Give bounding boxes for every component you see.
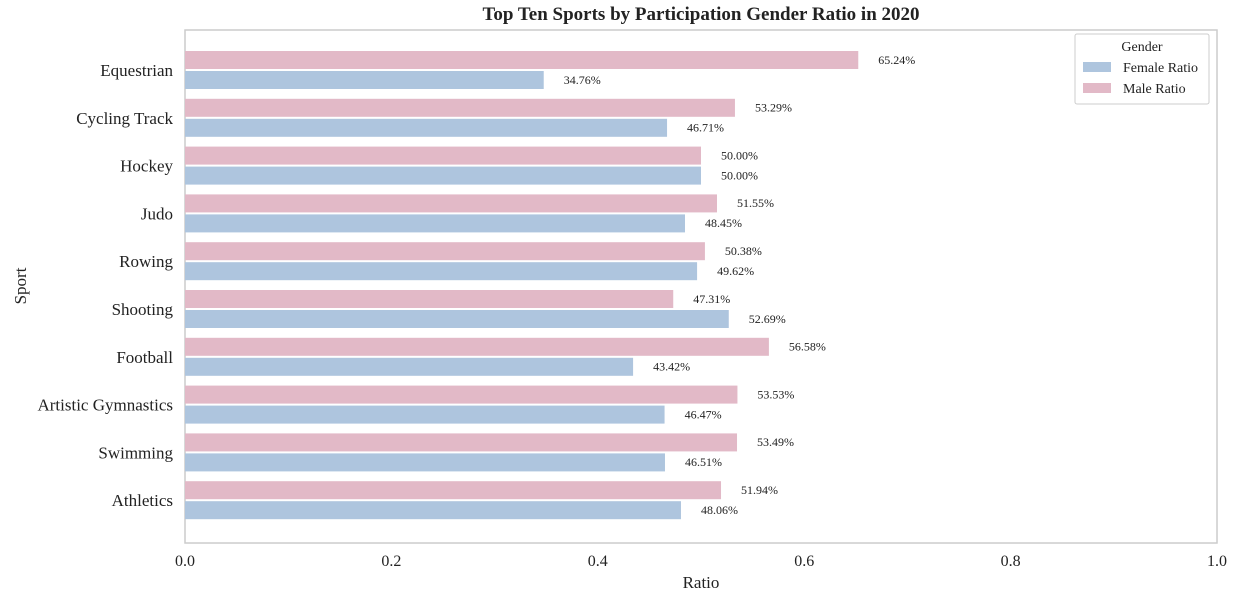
bar-female-ratio-artistic-gymnastics (185, 405, 665, 424)
bar-female-ratio-football (185, 357, 634, 376)
x-axis-label: Ratio (683, 573, 720, 592)
bar-female-ratio-judo (185, 214, 686, 233)
bar-male-ratio-football (185, 337, 769, 356)
x-tick-label-0-8: 0.8 (1001, 553, 1021, 570)
data-label-male-ratio-judo: 51.55% (737, 196, 774, 210)
bar-female-ratio-rowing (185, 262, 698, 281)
legend-label-female-ratio: Female Ratio (1123, 61, 1198, 76)
data-label-female-ratio-football: 43.42% (653, 360, 690, 374)
y-tick-label-football: Football (116, 348, 173, 367)
y-tick-label-rowing: Rowing (119, 252, 173, 271)
bar-male-ratio-hockey (185, 146, 701, 165)
bar-female-ratio-cycling-track (185, 118, 668, 137)
data-label-female-ratio-cycling-track: 46.71% (687, 121, 724, 135)
bars-group (185, 51, 859, 520)
x-tick-labels-group: 0.0 0.2 0.4 0.6 0.8 1.0 (175, 553, 1227, 570)
data-label-female-ratio-hockey: 50.00% (721, 168, 758, 182)
bar-male-ratio-artistic-gymnastics (185, 385, 738, 404)
bar-male-ratio-swimming (185, 433, 738, 452)
chart-title: Top Ten Sports by Participation Gender R… (482, 4, 919, 25)
data-label-female-ratio-shooting: 52.69% (749, 312, 786, 326)
data-label-female-ratio-judo: 48.45% (705, 216, 742, 230)
data-label-female-ratio-athletics: 48.06% (701, 503, 738, 517)
data-label-female-ratio-rowing: 49.62% (717, 264, 754, 278)
data-label-female-ratio-equestrian: 34.76% (564, 73, 601, 87)
bar-female-ratio-equestrian (185, 71, 544, 89)
bar-male-ratio-rowing (185, 242, 705, 261)
data-label-female-ratio-swimming: 46.51% (685, 455, 722, 469)
y-tick-label-swimming: Swimming (98, 443, 173, 462)
y-tick-label-shooting: Shooting (112, 300, 174, 319)
bar-male-ratio-equestrian (185, 51, 859, 69)
x-tick-label-1-0: 1.0 (1207, 553, 1227, 570)
bar-female-ratio-athletics (185, 501, 681, 520)
x-tick-label-0-4: 0.4 (588, 553, 608, 570)
category-labels-group: Equestrian Cycling Track Hockey Judo Rowing S… (37, 61, 173, 510)
data-labels-group: 65.24% 34.76% 53.29% 46.71% 50.00% 50.00% 51.5… (564, 53, 916, 517)
y-axis-label: Sport (11, 267, 30, 304)
data-label-male-ratio-shooting: 47.31% (693, 292, 730, 306)
legend-swatch-male-ratio (1083, 83, 1111, 93)
data-label-male-ratio-cycling-track: 53.29% (755, 101, 792, 115)
legend-title: Gender (1121, 40, 1163, 55)
x-tick-label-0-2: 0.2 (381, 553, 401, 570)
y-tick-label-athletics: Athletics (112, 491, 173, 510)
x-tick-label-0-0: 0.0 (175, 553, 195, 570)
bar-male-ratio-shooting (185, 290, 674, 308)
bar-female-ratio-hockey (185, 166, 701, 185)
data-label-male-ratio-hockey: 50.00% (721, 148, 758, 162)
bar-male-ratio-cycling-track (185, 98, 735, 117)
y-tick-label-equestrian: Equestrian (100, 61, 173, 80)
data-label-male-ratio-football: 56.58% (789, 340, 826, 354)
legend-label-male-ratio: Male Ratio (1123, 82, 1186, 97)
bar-male-ratio-judo (185, 194, 717, 213)
data-label-female-ratio-artistic-gymnastics: 46.47% (685, 407, 722, 421)
legend: Gender Female Ratio Male Ratio (1074, 33, 1210, 105)
data-label-male-ratio-equestrian: 65.24% (878, 53, 915, 67)
bar-female-ratio-shooting (185, 310, 729, 328)
x-tick-label-0-6: 0.6 (794, 553, 814, 570)
data-label-male-ratio-swimming: 53.49% (757, 435, 794, 449)
bar-female-ratio-swimming (185, 453, 665, 472)
y-tick-label-hockey: Hockey (120, 157, 173, 176)
data-label-male-ratio-rowing: 50.38% (725, 244, 762, 258)
plot-frame (184, 29, 1218, 544)
legend-items: Female Ratio Male Ratio (1083, 61, 1198, 97)
y-tick-label-judo: Judo (141, 204, 173, 223)
data-label-male-ratio-athletics: 51.94% (741, 483, 778, 497)
legend-swatch-female-ratio (1083, 62, 1111, 72)
y-tick-label-cycling-track: Cycling Track (76, 109, 173, 128)
bar-male-ratio-athletics (185, 481, 722, 500)
data-label-male-ratio-artistic-gymnastics: 53.53% (757, 387, 794, 401)
y-tick-label-artistic-gymnastics: Artistic Gymnastics (37, 396, 173, 415)
